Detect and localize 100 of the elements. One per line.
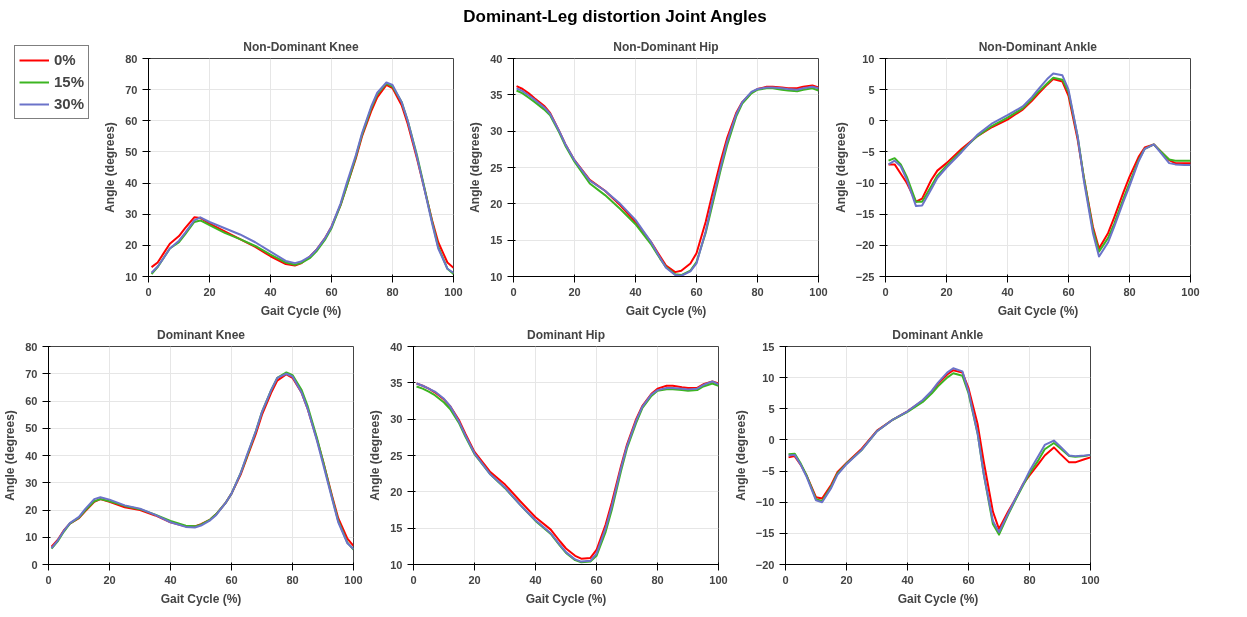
y-tick-label: 10 bbox=[862, 52, 875, 65]
y-tick-label: 30 bbox=[25, 476, 38, 489]
x-axis-title: Gait Cycle (%) bbox=[525, 591, 607, 606]
y-tick-label: 15 bbox=[762, 340, 775, 353]
x-tick-label: 100 bbox=[1081, 573, 1100, 586]
y-tick-label: 5 bbox=[768, 402, 775, 415]
y-tick-label: 80 bbox=[25, 340, 38, 353]
y-tick-label: 30 bbox=[490, 125, 503, 138]
y-tick-label: 0 bbox=[768, 433, 775, 446]
x-tick-label: 100 bbox=[444, 285, 463, 298]
x-tick-label: 40 bbox=[901, 573, 914, 586]
y-tick-label: 10 bbox=[390, 558, 403, 571]
x-axis-title: Gait Cycle (%) bbox=[625, 303, 707, 318]
y-tick-label: −20 bbox=[855, 239, 875, 252]
y-tick-label: 20 bbox=[490, 197, 503, 210]
legend-label: 0% bbox=[54, 51, 76, 69]
x-axis-title: Gait Cycle (%) bbox=[897, 591, 979, 606]
y-tick-label: 20 bbox=[25, 504, 38, 516]
x-tick-label: 40 bbox=[1001, 285, 1014, 298]
x-tick-label: 80 bbox=[1023, 573, 1036, 586]
y-tick-label: 35 bbox=[390, 376, 403, 389]
y-axis-title: Angle (degrees) bbox=[103, 122, 118, 213]
x-tick-label: 100 bbox=[344, 573, 363, 586]
x-tick-label: 0 bbox=[45, 573, 52, 586]
y-tick-label: 10 bbox=[490, 270, 503, 283]
y-tick-label: 25 bbox=[390, 449, 403, 462]
text: Dominant-Leg distortion Joint Angles bbox=[463, 6, 767, 28]
x-tick-label: 60 bbox=[225, 573, 238, 586]
y-tick-label: −5 bbox=[861, 145, 875, 158]
y-tick-label: 20 bbox=[125, 239, 138, 252]
y-axis-title: Angle (degrees) bbox=[368, 410, 383, 501]
legend-label: 15% bbox=[54, 73, 85, 91]
y-tick-label: 15 bbox=[490, 234, 503, 247]
y-tick-label: 50 bbox=[125, 145, 138, 158]
x-tick-label: 0 bbox=[145, 285, 152, 298]
x-tick-label: 40 bbox=[264, 285, 277, 298]
y-tick-label: 35 bbox=[490, 88, 503, 101]
y-tick-label: 40 bbox=[490, 52, 503, 65]
x-tick-label: 20 bbox=[468, 573, 481, 586]
chart-title: Non-Dominant Knee bbox=[243, 39, 359, 54]
y-tick-label: 15 bbox=[390, 522, 403, 535]
x-tick-label: 20 bbox=[840, 573, 853, 586]
y-axis-title: Angle (degrees) bbox=[3, 410, 18, 501]
y-axis-title: Angle (degrees) bbox=[468, 122, 483, 213]
y-tick-label: 60 bbox=[125, 114, 138, 127]
y-tick-label: −15 bbox=[855, 208, 875, 221]
y-tick-label: 30 bbox=[390, 413, 403, 426]
chart-title: Dominant Ankle bbox=[892, 327, 984, 342]
y-tick-label: −25 bbox=[855, 270, 875, 283]
x-tick-label: 20 bbox=[940, 285, 953, 298]
legend-label: 30% bbox=[54, 95, 85, 113]
x-tick-label: 20 bbox=[568, 285, 581, 298]
chart-title: Non-Dominant Hip bbox=[613, 39, 719, 54]
x-tick-label: 40 bbox=[164, 573, 177, 586]
y-tick-label: 40 bbox=[390, 340, 403, 353]
y-tick-label: −15 bbox=[755, 527, 775, 540]
y-axis-title: Angle (degrees) bbox=[833, 122, 848, 213]
y-tick-label: 60 bbox=[25, 395, 38, 407]
x-tick-label: 100 bbox=[809, 285, 828, 298]
x-tick-label: 60 bbox=[590, 573, 603, 586]
y-tick-label: 50 bbox=[25, 422, 38, 435]
x-tick-label: 40 bbox=[529, 573, 542, 586]
x-axis-title: Gait Cycle (%) bbox=[997, 303, 1079, 318]
x-tick-label: 60 bbox=[1062, 285, 1075, 298]
x-tick-label: 60 bbox=[962, 573, 975, 586]
x-tick-label: 20 bbox=[203, 285, 216, 298]
y-tick-label: 0 bbox=[31, 558, 38, 571]
y-tick-label: 70 bbox=[125, 83, 138, 96]
y-axis-title: Angle (degrees) bbox=[733, 410, 748, 501]
y-tick-label: 20 bbox=[390, 485, 403, 498]
y-tick-label: 10 bbox=[25, 531, 38, 544]
y-tick-label: −10 bbox=[855, 177, 875, 190]
x-tick-label: 80 bbox=[286, 573, 299, 586]
x-tick-label: 0 bbox=[510, 285, 517, 298]
x-tick-label: 80 bbox=[1123, 285, 1136, 298]
x-tick-label: 60 bbox=[690, 285, 703, 298]
y-tick-label: 10 bbox=[762, 371, 775, 384]
x-tick-label: 60 bbox=[325, 285, 338, 298]
x-tick-label: 0 bbox=[410, 573, 417, 586]
y-tick-label: 5 bbox=[868, 83, 875, 96]
y-tick-label: −20 bbox=[755, 558, 775, 571]
x-axis-title: Gait Cycle (%) bbox=[160, 591, 242, 606]
y-tick-label: 70 bbox=[25, 367, 38, 380]
x-tick-label: 20 bbox=[103, 573, 116, 586]
y-tick-label: 40 bbox=[125, 177, 138, 190]
y-tick-label: 0 bbox=[868, 114, 875, 127]
x-tick-label: 80 bbox=[651, 573, 664, 586]
x-tick-label: 100 bbox=[709, 573, 728, 586]
x-tick-label: 0 bbox=[782, 573, 789, 586]
y-tick-label: 30 bbox=[125, 208, 138, 221]
chart-title: Dominant Knee bbox=[157, 327, 246, 342]
x-axis-title: Gait Cycle (%) bbox=[260, 303, 342, 318]
chart-title: Dominant Hip bbox=[527, 327, 605, 342]
y-tick-label: −5 bbox=[761, 465, 775, 478]
y-tick-label: 25 bbox=[490, 161, 503, 174]
y-tick-label: 80 bbox=[125, 52, 138, 65]
y-tick-label: 10 bbox=[125, 270, 138, 283]
x-tick-label: 0 bbox=[882, 285, 889, 298]
y-tick-label: 40 bbox=[25, 449, 38, 462]
x-tick-label: 100 bbox=[1181, 285, 1200, 298]
